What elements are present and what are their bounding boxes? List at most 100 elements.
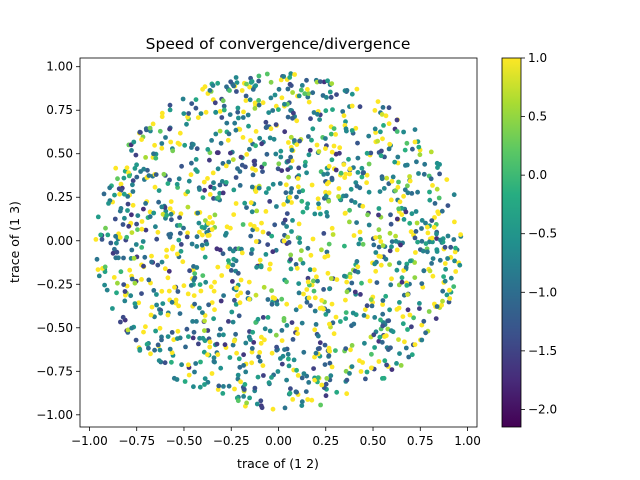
- scatter-point: [315, 196, 321, 202]
- scatter-point: [284, 301, 290, 307]
- scatter-point: [156, 188, 162, 194]
- scatter-point: [252, 106, 258, 111]
- scatter-point: [364, 369, 370, 375]
- scatter-point: [250, 87, 256, 92]
- scatter-point: [116, 186, 122, 192]
- scatter-point: [372, 261, 378, 267]
- scatter-point: [241, 109, 246, 115]
- scatter-point: [256, 185, 262, 191]
- scatter-point: [413, 209, 419, 214]
- scatter-point: [243, 340, 249, 346]
- scatter-point: [346, 156, 351, 162]
- scatter-point: [243, 93, 249, 99]
- scatter-point: [249, 346, 255, 351]
- scatter-point: [397, 300, 402, 305]
- scatter-point: [175, 289, 181, 294]
- scatter-point: [211, 180, 216, 186]
- scatter-point: [445, 233, 451, 239]
- scatter-point: [316, 201, 321, 207]
- scatter-point: [389, 244, 394, 250]
- scatter-point: [200, 86, 206, 92]
- colorbar-tick-label: 1.0: [528, 51, 547, 65]
- scatter-point: [315, 278, 320, 284]
- scatter-point: [379, 339, 385, 345]
- x-tick-label: −0.25: [213, 434, 250, 448]
- scatter-point: [114, 240, 119, 246]
- scatter-point: [344, 377, 350, 383]
- scatter-point: [187, 268, 193, 274]
- scatter-point: [115, 176, 120, 182]
- scatter-point: [155, 229, 161, 235]
- scatter-point: [312, 295, 318, 301]
- scatter-point: [268, 79, 274, 85]
- scatter-point: [431, 224, 437, 230]
- scatter-point: [307, 267, 313, 273]
- scatter-point: [216, 195, 221, 201]
- scatter-point: [387, 248, 393, 254]
- scatter-point: [230, 279, 235, 284]
- scatter-point: [299, 403, 305, 408]
- scatter-point: [275, 369, 281, 374]
- scatter-point: [157, 128, 163, 134]
- scatter-point: [333, 348, 338, 353]
- scatter-point: [326, 241, 332, 247]
- scatter-point: [269, 301, 275, 307]
- scatter-point: [167, 107, 173, 113]
- scatter-point: [329, 175, 335, 181]
- scatter-point: [188, 283, 194, 288]
- scatter-point: [274, 301, 280, 307]
- scatter-point: [254, 227, 260, 232]
- scatter-point: [357, 104, 363, 110]
- scatter-point: [301, 349, 307, 355]
- scatter-point: [140, 239, 146, 244]
- scatter-point: [409, 324, 414, 330]
- scatter-point: [365, 212, 370, 218]
- scatter-point: [350, 310, 356, 316]
- scatter-point: [297, 240, 303, 246]
- scatter-point: [177, 215, 183, 221]
- scatter-point: [154, 302, 160, 308]
- scatter-point: [197, 282, 203, 287]
- scatter-point: [194, 244, 200, 249]
- scatter-point: [199, 242, 205, 248]
- scatter-point: [230, 319, 236, 325]
- scatter-point: [220, 391, 226, 396]
- chart-title: Speed of convergence/divergence: [146, 35, 411, 53]
- scatter-point: [282, 129, 288, 135]
- scatter-point: [211, 316, 217, 322]
- scatter-point: [286, 356, 291, 362]
- scatter-point: [215, 387, 221, 392]
- scatter-point: [197, 187, 202, 192]
- scatter-point: [390, 174, 396, 180]
- scatter-point: [209, 138, 215, 143]
- scatter-point: [448, 275, 454, 281]
- scatter-point: [396, 337, 401, 342]
- scatter-point: [349, 91, 355, 97]
- scatter-point: [415, 189, 420, 195]
- scatter-point: [218, 326, 223, 332]
- scatter-point: [133, 242, 139, 247]
- scatter-point: [141, 263, 146, 269]
- scatter-point: [194, 265, 200, 270]
- scatter-point: [236, 313, 242, 319]
- scatter-point: [321, 287, 326, 292]
- scatter-point: [118, 269, 124, 275]
- scatter-point: [171, 337, 177, 343]
- scatter-point: [217, 109, 223, 114]
- scatter-point: [200, 310, 205, 315]
- scatter-point: [143, 201, 149, 206]
- scatter-point: [364, 150, 370, 156]
- scatter-point: [389, 239, 395, 245]
- scatter-point: [341, 113, 347, 119]
- scatter-point: [376, 244, 382, 250]
- scatter-point: [408, 258, 413, 264]
- scatter-point: [316, 205, 322, 211]
- scatter-point: [274, 204, 279, 209]
- scatter-point: [309, 182, 315, 188]
- scatter-point: [129, 247, 135, 253]
- scatter-point: [347, 171, 353, 177]
- scatter-point: [221, 332, 226, 338]
- scatter-point: [193, 361, 199, 366]
- scatter-point: [114, 290, 119, 296]
- scatter-point: [388, 282, 394, 288]
